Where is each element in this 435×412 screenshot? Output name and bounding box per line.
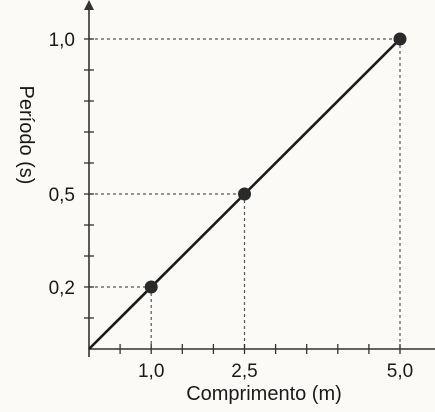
data-point-0 [144, 280, 158, 294]
y-tick-label-1: 0,5 [49, 185, 75, 206]
y-axis-label: Período (s) [15, 86, 37, 185]
x-axis-label: Comprimento (m) [186, 383, 342, 405]
axes [84, 0, 435, 357]
x-tick-label-0: 1,0 [138, 361, 164, 382]
y-axis-arrow [84, 0, 94, 10]
data-point-2 [393, 32, 407, 46]
ticks [84, 38, 401, 354]
x-tick-label-2: 5,0 [387, 361, 413, 382]
y-tick-label-2: 1,0 [49, 30, 75, 51]
data-point-1 [238, 187, 251, 201]
guide-lines [89, 38, 401, 349]
tick-labels: 1,0 2,5 5,0 0,2 0,5 1,0 [49, 30, 414, 382]
x-tick-label-1: 2,5 [231, 361, 257, 382]
y-tick-label-0: 0,2 [49, 278, 75, 299]
data-points [144, 32, 407, 294]
